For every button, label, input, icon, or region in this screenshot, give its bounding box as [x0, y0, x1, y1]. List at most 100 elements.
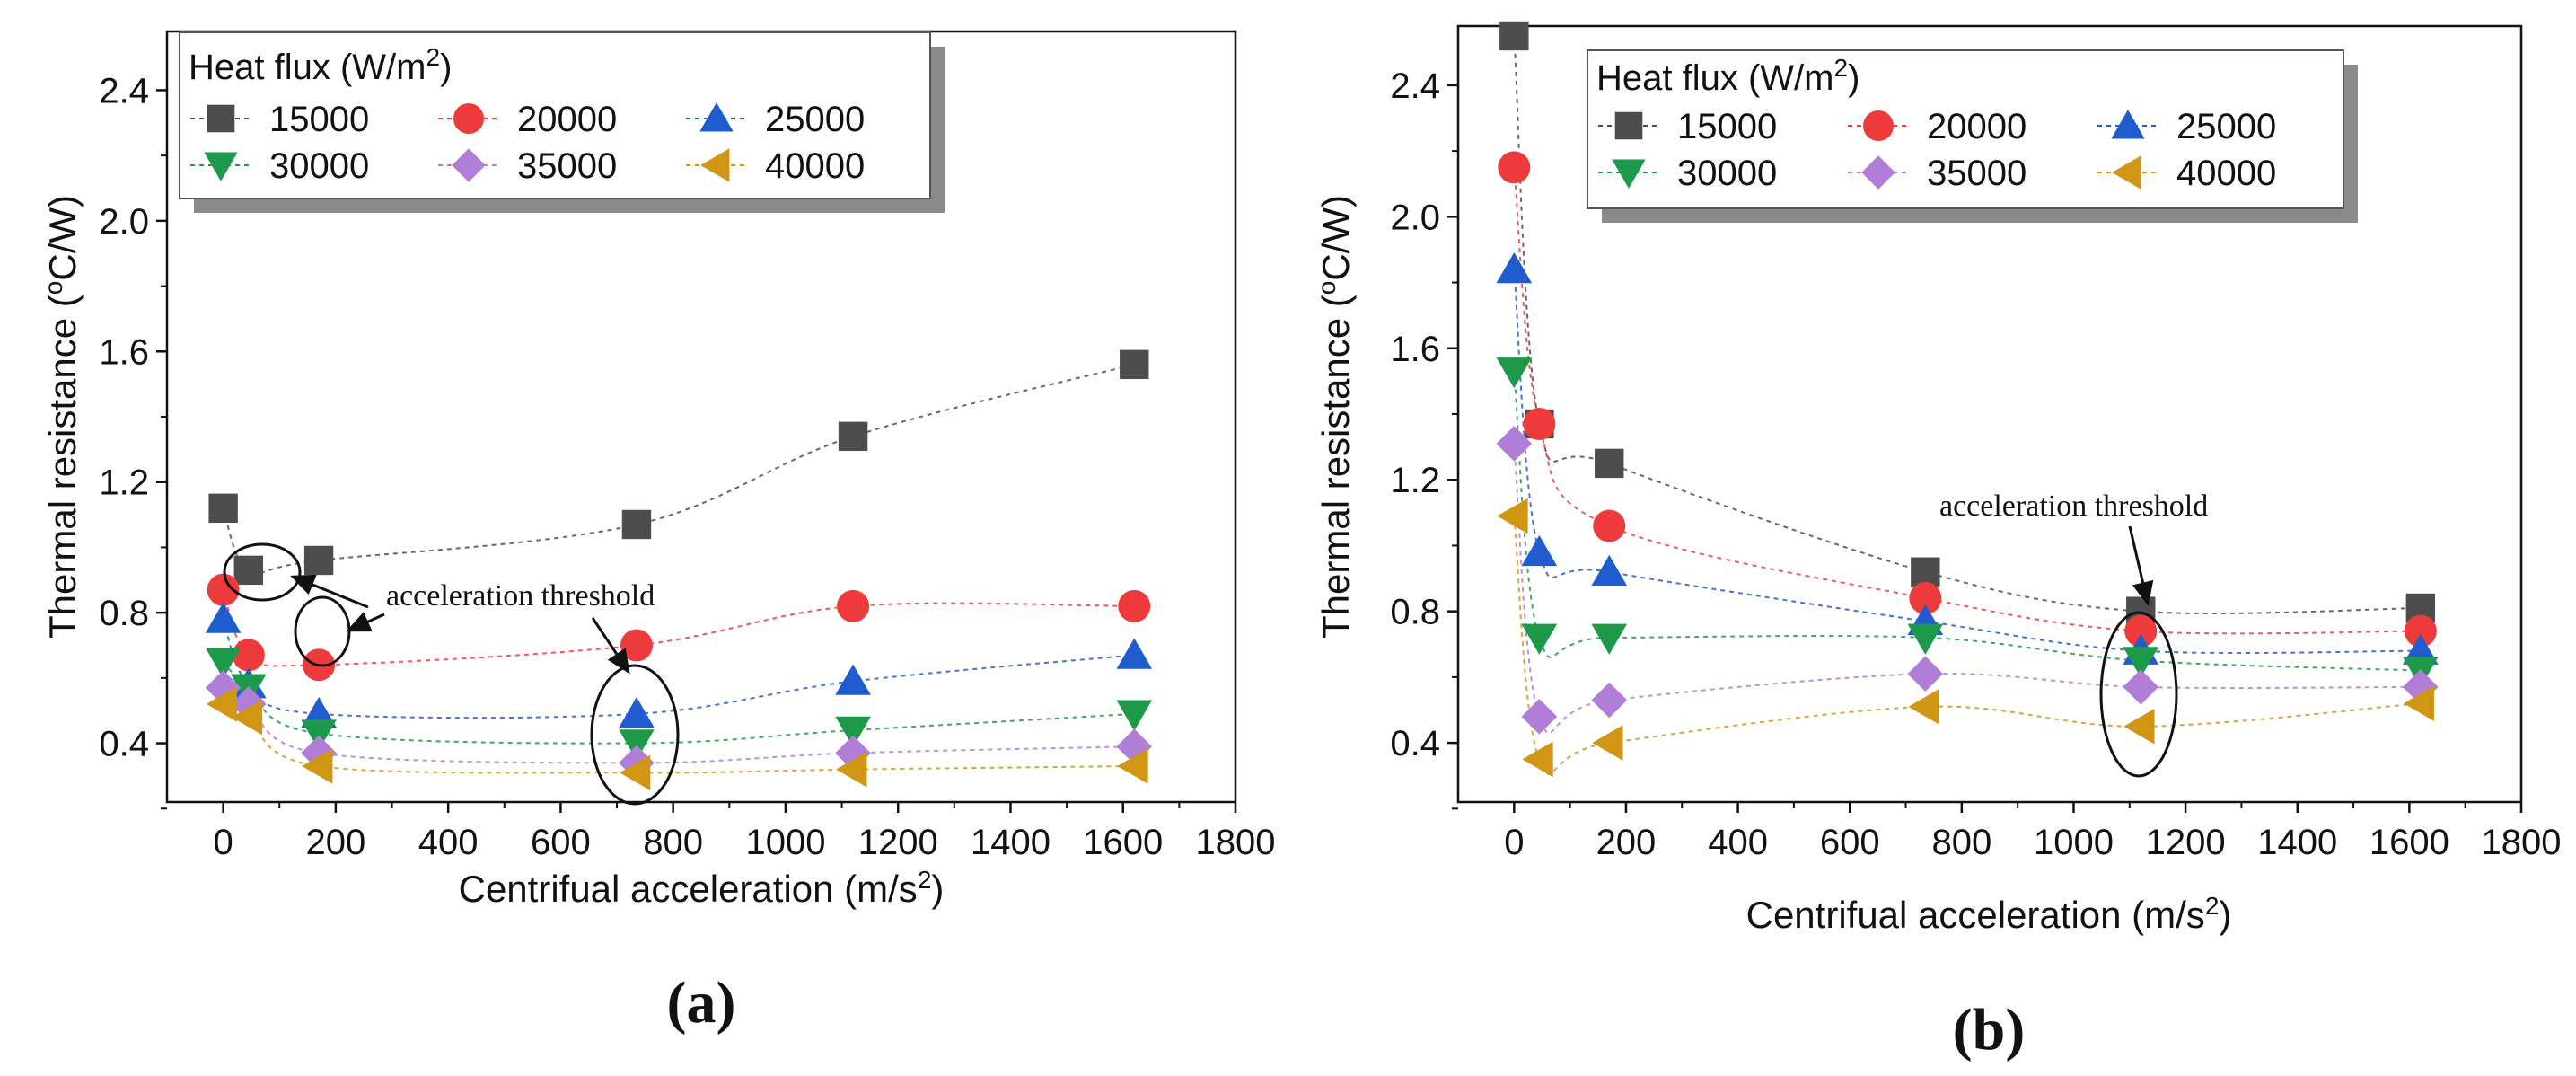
chart-b-point-20000: [1909, 582, 1942, 615]
chart-a-xtick-label: 1600: [1083, 823, 1163, 862]
chart-b-ytick-label: 2.0: [1390, 198, 1440, 237]
chart-a-point-25000: [835, 664, 871, 695]
chart-b-point-40000: [2123, 708, 2155, 745]
chart-b-legend-marker-25000: [2111, 110, 2145, 139]
chart-a-xtick-label: 800: [643, 823, 703, 862]
chart-a-point-30000: [1116, 700, 1153, 731]
chart-b-legend-marker-40000: [2112, 155, 2141, 190]
chart-b-point-20000: [2404, 614, 2437, 648]
chart-a-point-15000: [621, 509, 652, 540]
chart-b-point-15000: [1499, 21, 1529, 51]
chart-b-ytick-label: 0.8: [1390, 593, 1440, 632]
chart-b-xtick-label: 1200: [2146, 823, 2226, 862]
chart-a-point-40000: [1117, 748, 1148, 784]
chart-a-point-15000: [838, 421, 868, 452]
chart-a-point-20000: [232, 639, 265, 672]
chart-a-point-40000: [206, 686, 237, 722]
chart-b-legend-marker-35000: [1861, 155, 1895, 190]
chart-a-ytick-label: 1.2: [99, 463, 149, 503]
chart-b-legend-label-15000: 15000: [1677, 107, 1777, 146]
chart-b-point-15000: [1911, 557, 1940, 587]
chart-a-legend-box: [179, 31, 931, 199]
chart-b-legend-label-35000: 35000: [1927, 154, 2027, 193]
chart-b-legend-label-20000: 20000: [1927, 107, 2027, 146]
chart-b-legend-label-40000: 40000: [2176, 154, 2276, 193]
chart-a-xtick-label: 1400: [971, 823, 1051, 862]
chart-a-point-15000: [303, 545, 334, 576]
chart-b-annotation-text: acceleration threshold: [1939, 489, 2208, 523]
chart-a-legend-label-25000: 25000: [765, 100, 865, 139]
chart-a-legend-marker-40000: [700, 148, 730, 182]
chart-a-legend-title: Heat flux (W/m2): [189, 43, 452, 88]
chart-b-point-30000: [2123, 647, 2159, 678]
chart-a-point-40000: [620, 754, 651, 791]
chart-b-point-25000: [1521, 534, 1558, 567]
chart-a-xtick-label: 400: [418, 823, 479, 862]
chart-b-xtick-label: 1800: [2482, 823, 2562, 862]
chart-b-legend-marker-20000: [1863, 110, 1894, 141]
chart-a-point-20000: [1118, 589, 1151, 622]
threshold-ellipse-15000: [223, 542, 302, 602]
chart-b-series-line-25000: [1513, 269, 2421, 655]
chart-a-legend-label-40000: 40000: [765, 146, 865, 186]
chart-a-ytick-label: 2.4: [99, 71, 149, 110]
chart-b-legend-label-25000: 25000: [2176, 107, 2276, 146]
chart-b-point-20000: [1593, 509, 1626, 542]
chart-b-xtick-label: 600: [1820, 823, 1880, 862]
chart-a-ytick-label: 2.0: [99, 202, 149, 242]
chart-b-point-30000: [1907, 623, 1944, 655]
chart-b-ytick-label: 2.4: [1390, 66, 1440, 106]
chart-b-xtick-label: 1400: [2257, 823, 2337, 862]
chart-a-xtick-label: 1800: [1196, 823, 1276, 862]
chart-a-point-40000: [836, 751, 867, 788]
annotation-arrow-2: [346, 612, 385, 632]
chart-a-legend-entries: 15000 20000 25000 30000 35000 40000: [190, 100, 865, 186]
chart-b-xtick-label: 0: [1504, 823, 1524, 862]
chart-a-annotation-text: acceleration threshold: [386, 579, 655, 613]
chart-a-xtick-label: 0: [214, 823, 233, 862]
chart-a-curves: [222, 363, 1135, 774]
chart-b-xtick-label: 1600: [2369, 823, 2449, 862]
chart-b-annotation: acceleration threshold: [1939, 489, 2208, 778]
chart-b-series-line-20000: [1513, 167, 2421, 635]
chart-a-xtick-label: 1000: [745, 823, 825, 862]
chart-b-axes: 0 200 400 600 800 1000 1200 1400 1600 1800 0.4 0.8 1…: [1390, 66, 2561, 862]
chart-b-points: [1496, 21, 2439, 778]
chart-b-point-40000: [2403, 685, 2435, 721]
chart-b-series-line-30000: [1513, 371, 2421, 672]
chart-b-point-30000: [1521, 623, 1558, 655]
chart-a-legend-marker-30000: [204, 152, 238, 181]
chart-a-legend-label-30000: 30000: [269, 146, 369, 186]
chart-b-ytick-label: 0.4: [1390, 724, 1440, 763]
chart-b-xtick-label: 400: [1708, 823, 1768, 862]
chart-b-ytick-label: 1.2: [1390, 461, 1440, 500]
annotation-arrow-3: [591, 617, 630, 675]
chart-a-point-30000: [835, 716, 871, 747]
chart-a-point-40000: [302, 748, 333, 784]
chart-a-point-15000: [233, 555, 264, 586]
chart-b-point-40000: [1497, 498, 1528, 534]
chart-a-legend-marker-15000: [207, 104, 235, 133]
chart-b: 0 200 400 600 800 1000 1200 1400 1600 1800 0.4 0.8 1…: [1313, 21, 2561, 1063]
chart-a-legend-label-15000: 15000: [269, 100, 369, 139]
chart-a-legend-label-20000: 20000: [517, 100, 617, 139]
chart-b-xtick-label: 800: [1931, 823, 1991, 862]
threshold-ellipse: [2099, 611, 2178, 778]
chart-b-legend-title: Heat flux (W/m2): [1596, 54, 1859, 99]
chart-a: 0 200 400 600 800 1000 1200 1400 1600 1800 0.4 0.8 1…: [40, 30, 1275, 1036]
chart-a-points: [205, 349, 1153, 791]
chart-b-ylabel: Thermal resistance (oC/W): [1313, 195, 1358, 639]
chart-b-point-25000: [1496, 252, 1533, 284]
chart-b-curves: [1513, 35, 2421, 775]
annotation-arrow: [2128, 525, 2154, 606]
chart-b-xlabel: Centrifual acceleration (m/s2): [1746, 892, 2232, 937]
chart-a-point-25000: [205, 602, 242, 633]
chart-b-series-line-40000: [1513, 516, 2421, 775]
chart-b-legend-label-30000: 30000: [1677, 154, 1777, 193]
chart-a-axes: 0 200 400 600 800 1000 1200 1400 1600 1800 0.4 0.8 1…: [99, 71, 1275, 862]
chart-a-xtick-label: 200: [306, 823, 366, 862]
chart-a-point-30000: [205, 648, 242, 679]
chart-a-ytick-label: 0.4: [99, 725, 149, 764]
panel-label-b: (b): [1953, 997, 2026, 1063]
